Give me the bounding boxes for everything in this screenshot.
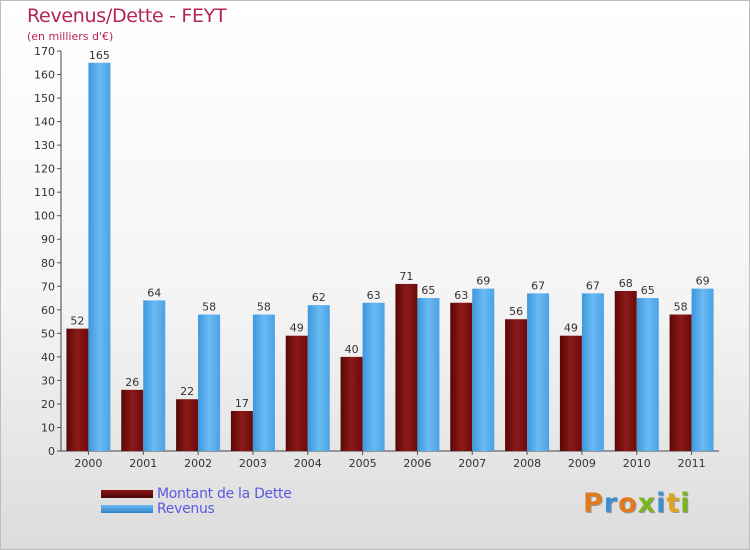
- y-tick-label: 90: [41, 233, 55, 246]
- bar-revenus: [527, 293, 550, 451]
- bar-dette: [614, 291, 637, 451]
- y-tick-label: 40: [41, 351, 55, 364]
- bar-revenus: [636, 298, 659, 451]
- data-label-dette: 49: [290, 322, 304, 335]
- bar-revenus: [691, 288, 714, 451]
- data-label-revenus: 69: [476, 275, 490, 288]
- bar-dette: [66, 328, 89, 451]
- y-tick-label: 0: [48, 445, 55, 458]
- data-label-dette: 58: [674, 301, 688, 314]
- y-tick-label: 100: [34, 210, 55, 223]
- data-label-dette: 68: [619, 277, 633, 290]
- x-tick-label: 2004: [294, 457, 322, 470]
- bar-revenus: [88, 62, 111, 451]
- y-tick-label: 70: [41, 280, 55, 293]
- bar-dette: [505, 319, 528, 451]
- data-label-dette: 56: [509, 305, 523, 318]
- bar-dette: [285, 335, 308, 451]
- y-tick-label: 160: [34, 69, 55, 82]
- data-label-dette: 26: [125, 376, 139, 389]
- bar-revenus: [198, 314, 221, 451]
- bar-revenus: [252, 314, 275, 451]
- proxiti-logo: Proxiti: [583, 488, 691, 519]
- data-label-revenus: 64: [147, 286, 161, 299]
- y-tick-label: 50: [41, 327, 55, 340]
- y-tick-label: 150: [34, 92, 55, 105]
- x-tick-label: 2008: [513, 457, 541, 470]
- data-label-revenus: 63: [367, 289, 381, 302]
- bar-revenus: [581, 293, 604, 451]
- y-tick-label: 130: [34, 139, 55, 152]
- data-label-revenus: 62: [312, 291, 326, 304]
- data-label-revenus: 65: [421, 284, 435, 297]
- x-tick-label: 2002: [184, 457, 212, 470]
- bar-dette: [230, 411, 253, 451]
- legend-label-dette: Montant de la Dette: [157, 486, 292, 502]
- x-tick-label: 2007: [458, 457, 486, 470]
- bar-revenus: [362, 302, 385, 451]
- data-label-revenus: 58: [202, 301, 216, 314]
- data-label-revenus: 65: [641, 284, 655, 297]
- x-tick-label: 2009: [568, 457, 596, 470]
- x-tick-label: 2006: [403, 457, 431, 470]
- data-label-revenus: 67: [531, 279, 545, 292]
- x-tick-label: 2003: [239, 457, 267, 470]
- chart-subtitle: (en milliers d'€): [27, 30, 114, 43]
- bar-dette: [559, 335, 582, 451]
- bar-dette: [340, 356, 363, 451]
- logo-letter: i: [680, 488, 691, 519]
- bar-revenus: [143, 300, 166, 451]
- y-tick-label: 140: [34, 116, 55, 129]
- data-label-dette: 40: [345, 343, 359, 356]
- x-tick-label: 2010: [623, 457, 651, 470]
- y-tick-label: 10: [41, 421, 55, 434]
- y-tick-label: 80: [41, 257, 55, 270]
- logo-letter: i: [656, 488, 667, 519]
- chart-title: Revenus/Dette - FEYT: [27, 5, 227, 27]
- x-tick-label: 2000: [74, 457, 102, 470]
- data-label-dette: 22: [180, 385, 194, 398]
- x-tick-label: 2001: [129, 457, 157, 470]
- logo-letter: x: [637, 488, 657, 519]
- y-tick-label: 30: [41, 374, 55, 387]
- bar-dette: [395, 283, 418, 451]
- bar-dette: [121, 389, 144, 451]
- data-label-dette: 17: [235, 397, 249, 410]
- bar-dette: [450, 302, 473, 451]
- x-tick-label: 2005: [349, 457, 377, 470]
- data-label-dette: 49: [564, 322, 578, 335]
- data-label-dette: 52: [70, 315, 84, 328]
- data-label-revenus: 69: [696, 275, 710, 288]
- logo-letter: o: [618, 488, 638, 519]
- y-tick-label: 170: [34, 45, 55, 58]
- data-label-revenus: 67: [586, 279, 600, 292]
- bar-dette: [669, 314, 692, 451]
- logo-letter: r: [603, 488, 619, 519]
- y-tick-label: 120: [34, 163, 55, 176]
- data-label-revenus: 58: [257, 301, 271, 314]
- bar-dette: [176, 399, 199, 451]
- bar-revenus: [417, 298, 440, 451]
- bar-revenus: [472, 288, 495, 451]
- logo-letter: t: [666, 488, 681, 519]
- data-label-dette: 71: [399, 270, 413, 283]
- x-tick-label: 2011: [678, 457, 706, 470]
- data-label-revenus: 165: [89, 49, 110, 62]
- legend-label-revenus: Revenus: [157, 501, 215, 517]
- y-tick-label: 110: [34, 186, 55, 199]
- legend-swatch-dette: [101, 490, 153, 498]
- data-label-dette: 63: [454, 289, 468, 302]
- bar-revenus: [307, 305, 330, 451]
- y-tick-label: 60: [41, 304, 55, 317]
- legend-swatch-revenus: [101, 505, 153, 513]
- y-tick-label: 20: [41, 398, 55, 411]
- logo-letter: P: [583, 488, 604, 519]
